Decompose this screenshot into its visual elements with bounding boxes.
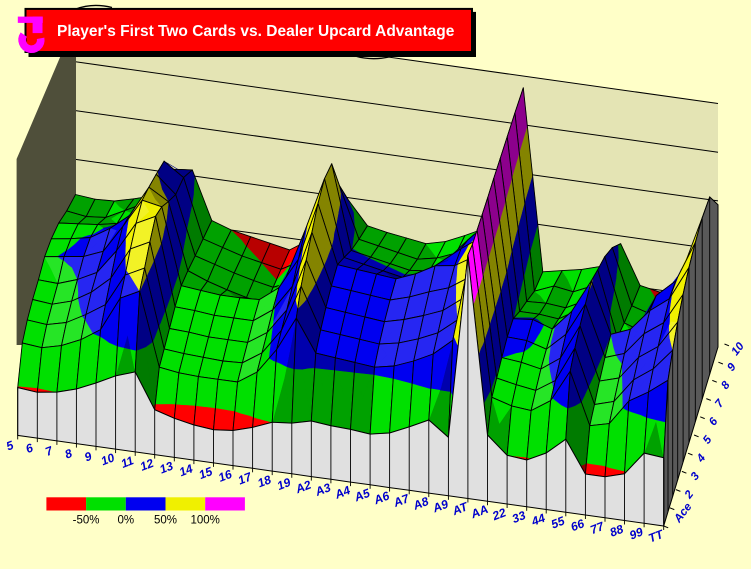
svg-text:A4: A4 <box>332 483 353 502</box>
svg-text:6: 6 <box>24 441 36 457</box>
svg-text:10: 10 <box>99 450 117 468</box>
svg-text:15: 15 <box>197 464 215 482</box>
svg-text:14: 14 <box>177 461 195 479</box>
svg-text:A7: A7 <box>391 491 413 510</box>
svg-text:AT: AT <box>449 499 471 518</box>
svg-text:A8: A8 <box>410 494 431 513</box>
svg-text:0%: 0% <box>117 514 134 526</box>
svg-text:77: 77 <box>588 519 607 537</box>
svg-text:55: 55 <box>549 514 567 532</box>
svg-text:Player's First Two Cards vs. D: Player's First Two Cards vs. Dealer Upca… <box>57 23 455 40</box>
svg-text:44: 44 <box>529 511 548 529</box>
svg-text:66: 66 <box>569 516 587 534</box>
svg-text:99: 99 <box>627 525 645 543</box>
svg-text:A6: A6 <box>371 488 392 507</box>
svg-text:-50%: -50% <box>73 514 100 526</box>
svg-text:33: 33 <box>510 508 528 526</box>
svg-text:100%: 100% <box>190 514 219 526</box>
svg-text:A2: A2 <box>293 477 314 496</box>
svg-text:19: 19 <box>275 475 293 493</box>
svg-text:TT: TT <box>646 527 666 546</box>
svg-text:9: 9 <box>82 449 94 465</box>
svg-text:12: 12 <box>138 456 156 474</box>
svg-text:8: 8 <box>63 446 75 462</box>
svg-text:11: 11 <box>119 453 136 471</box>
svg-text:17: 17 <box>236 469 255 487</box>
svg-text:18: 18 <box>256 472 274 490</box>
svg-text:AA: AA <box>468 502 490 522</box>
svg-text:22: 22 <box>489 505 508 523</box>
svg-text:A9: A9 <box>430 497 451 516</box>
svg-text:50%: 50% <box>154 514 177 526</box>
svg-text:16: 16 <box>216 467 234 485</box>
svg-text:A3: A3 <box>312 480 333 499</box>
svg-text:A5: A5 <box>352 486 373 505</box>
svg-text:13: 13 <box>158 459 176 477</box>
svg-text:88: 88 <box>608 522 626 540</box>
svg-text:5: 5 <box>4 438 16 454</box>
